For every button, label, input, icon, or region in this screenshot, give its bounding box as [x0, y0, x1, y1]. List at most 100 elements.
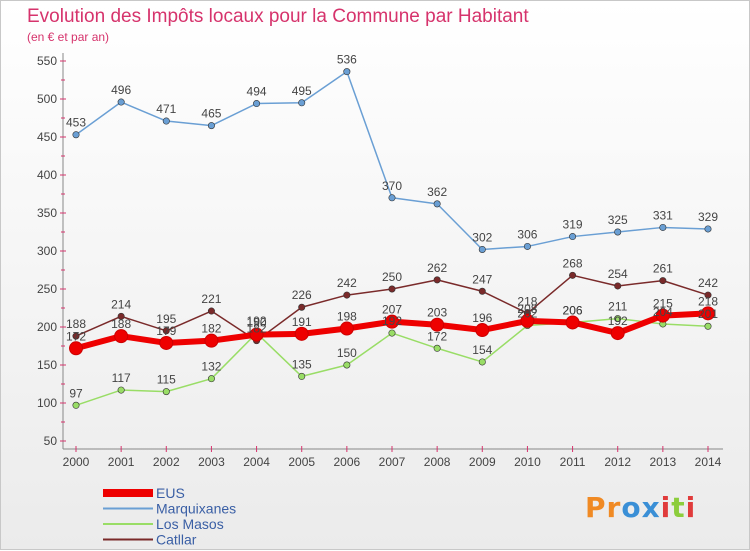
- x-tick-label: 2004: [243, 455, 270, 469]
- legend-label-catllar: Catllar: [156, 532, 197, 548]
- data-label-los-masos: 201: [698, 307, 718, 321]
- data-point-marquixanes: [117, 98, 125, 106]
- logo-letter: i: [685, 491, 697, 524]
- data-label-eus: 198: [337, 310, 357, 324]
- data-point-eus: [430, 317, 445, 332]
- data-label-los-masos: 154: [472, 343, 492, 357]
- legend-label-eus: EUS: [156, 485, 185, 501]
- data-label-catllar: 242: [698, 276, 718, 290]
- data-point-eus: [249, 327, 264, 342]
- data-point-marquixanes: [253, 100, 261, 108]
- data-label-marquixanes: 536: [337, 53, 357, 67]
- data-label-marquixanes: 306: [517, 227, 537, 241]
- data-label-eus: 206: [563, 303, 583, 317]
- data-label-marquixanes: 302: [472, 230, 492, 244]
- data-label-eus: 191: [292, 315, 312, 329]
- data-point-eus: [294, 326, 309, 341]
- data-label-los-masos: 202: [517, 306, 537, 320]
- x-tick-label: 2008: [424, 455, 451, 469]
- data-point-marquixanes: [478, 245, 486, 253]
- data-point-catllar: [478, 287, 486, 295]
- x-tick-label: 2012: [604, 455, 631, 469]
- data-point-los-masos: [343, 361, 351, 369]
- data-point-marquixanes: [388, 194, 396, 202]
- x-tick-label: 2000: [63, 455, 90, 469]
- data-point-eus: [159, 335, 174, 350]
- data-point-eus: [69, 341, 83, 356]
- data-label-marquixanes: 329: [698, 210, 718, 224]
- data-label-los-masos: 192: [247, 314, 267, 328]
- data-point-los-masos: [298, 372, 306, 380]
- data-label-catllar: 195: [156, 312, 176, 326]
- data-label-marquixanes: 465: [201, 107, 221, 121]
- data-label-catllar: 182: [247, 322, 267, 336]
- data-point-los-masos: [478, 358, 486, 366]
- data-point-los-masos: [433, 344, 441, 352]
- data-label-marquixanes: 453: [66, 116, 86, 130]
- data-label-los-masos: 150: [337, 346, 357, 360]
- x-tick-label: 2011: [560, 455, 586, 469]
- y-tick-label: 300: [37, 244, 57, 258]
- data-label-catllar: 250: [382, 270, 402, 284]
- y-tick-label: 50: [44, 434, 58, 448]
- logo-letter: P: [585, 491, 607, 524]
- y-tick-label: 450: [37, 130, 57, 144]
- y-tick-label: 350: [37, 206, 57, 220]
- data-point-eus: [385, 314, 399, 329]
- data-point-marquixanes: [343, 68, 351, 76]
- data-point-marquixanes: [298, 99, 306, 107]
- data-label-catllar: 188: [66, 317, 86, 331]
- x-tick-label: 2009: [469, 455, 496, 469]
- data-point-catllar: [117, 312, 125, 320]
- data-point-marquixanes: [704, 225, 712, 233]
- data-label-catllar: 221: [201, 292, 221, 306]
- data-label-catllar: 226: [292, 288, 312, 302]
- data-point-catllar: [162, 327, 170, 335]
- data-point-catllar: [298, 303, 306, 311]
- data-point-eus: [655, 308, 670, 323]
- data-point-marquixanes: [72, 131, 80, 139]
- logo-letter: t: [671, 491, 686, 524]
- data-label-los-masos: 192: [382, 314, 402, 328]
- data-label-catllar: 261: [653, 262, 673, 276]
- data-label-eus: 188: [111, 317, 131, 331]
- data-label-marquixanes: 471: [156, 102, 176, 116]
- x-tick-label: 2014: [695, 455, 722, 469]
- x-tick-label: 2013: [650, 455, 677, 469]
- data-point-los-masos: [614, 315, 622, 323]
- data-point-catllar: [659, 277, 667, 285]
- data-point-eus: [520, 313, 535, 328]
- legend-label-los-masos: Los Masos: [156, 516, 224, 532]
- data-label-eus: 190: [247, 316, 267, 330]
- data-point-marquixanes: [162, 117, 170, 125]
- data-point-eus: [204, 333, 219, 348]
- data-point-eus: [114, 329, 129, 344]
- data-point-los-masos: [704, 322, 712, 330]
- data-label-marquixanes: 362: [427, 185, 447, 199]
- x-tick-label: 2005: [288, 455, 315, 469]
- data-point-eus: [610, 326, 625, 341]
- data-label-eus: 172: [66, 329, 86, 343]
- data-label-eus: 218: [698, 294, 718, 308]
- data-point-catllar: [207, 307, 215, 315]
- data-label-eus: 196: [472, 311, 492, 325]
- data-label-catllar: 262: [427, 261, 447, 275]
- data-label-eus: 207: [382, 303, 402, 317]
- data-point-marquixanes: [207, 122, 215, 130]
- data-point-marquixanes: [659, 223, 667, 231]
- data-label-eus: 203: [427, 306, 447, 320]
- data-label-los-masos: 172: [427, 329, 447, 343]
- data-point-eus: [565, 315, 580, 330]
- x-tick-label: 2001: [108, 455, 135, 469]
- data-label-marquixanes: 494: [247, 85, 267, 99]
- y-tick-label: 250: [37, 282, 57, 296]
- data-label-marquixanes: 319: [563, 218, 583, 232]
- chart-subtitle: (en € et par an): [27, 30, 110, 44]
- data-label-eus: 215: [653, 297, 673, 311]
- data-point-marquixanes: [523, 242, 531, 250]
- data-label-los-masos: 115: [157, 373, 176, 387]
- legend-label-marquixanes: Marquixanes: [156, 501, 236, 517]
- y-tick-label: 400: [37, 168, 57, 182]
